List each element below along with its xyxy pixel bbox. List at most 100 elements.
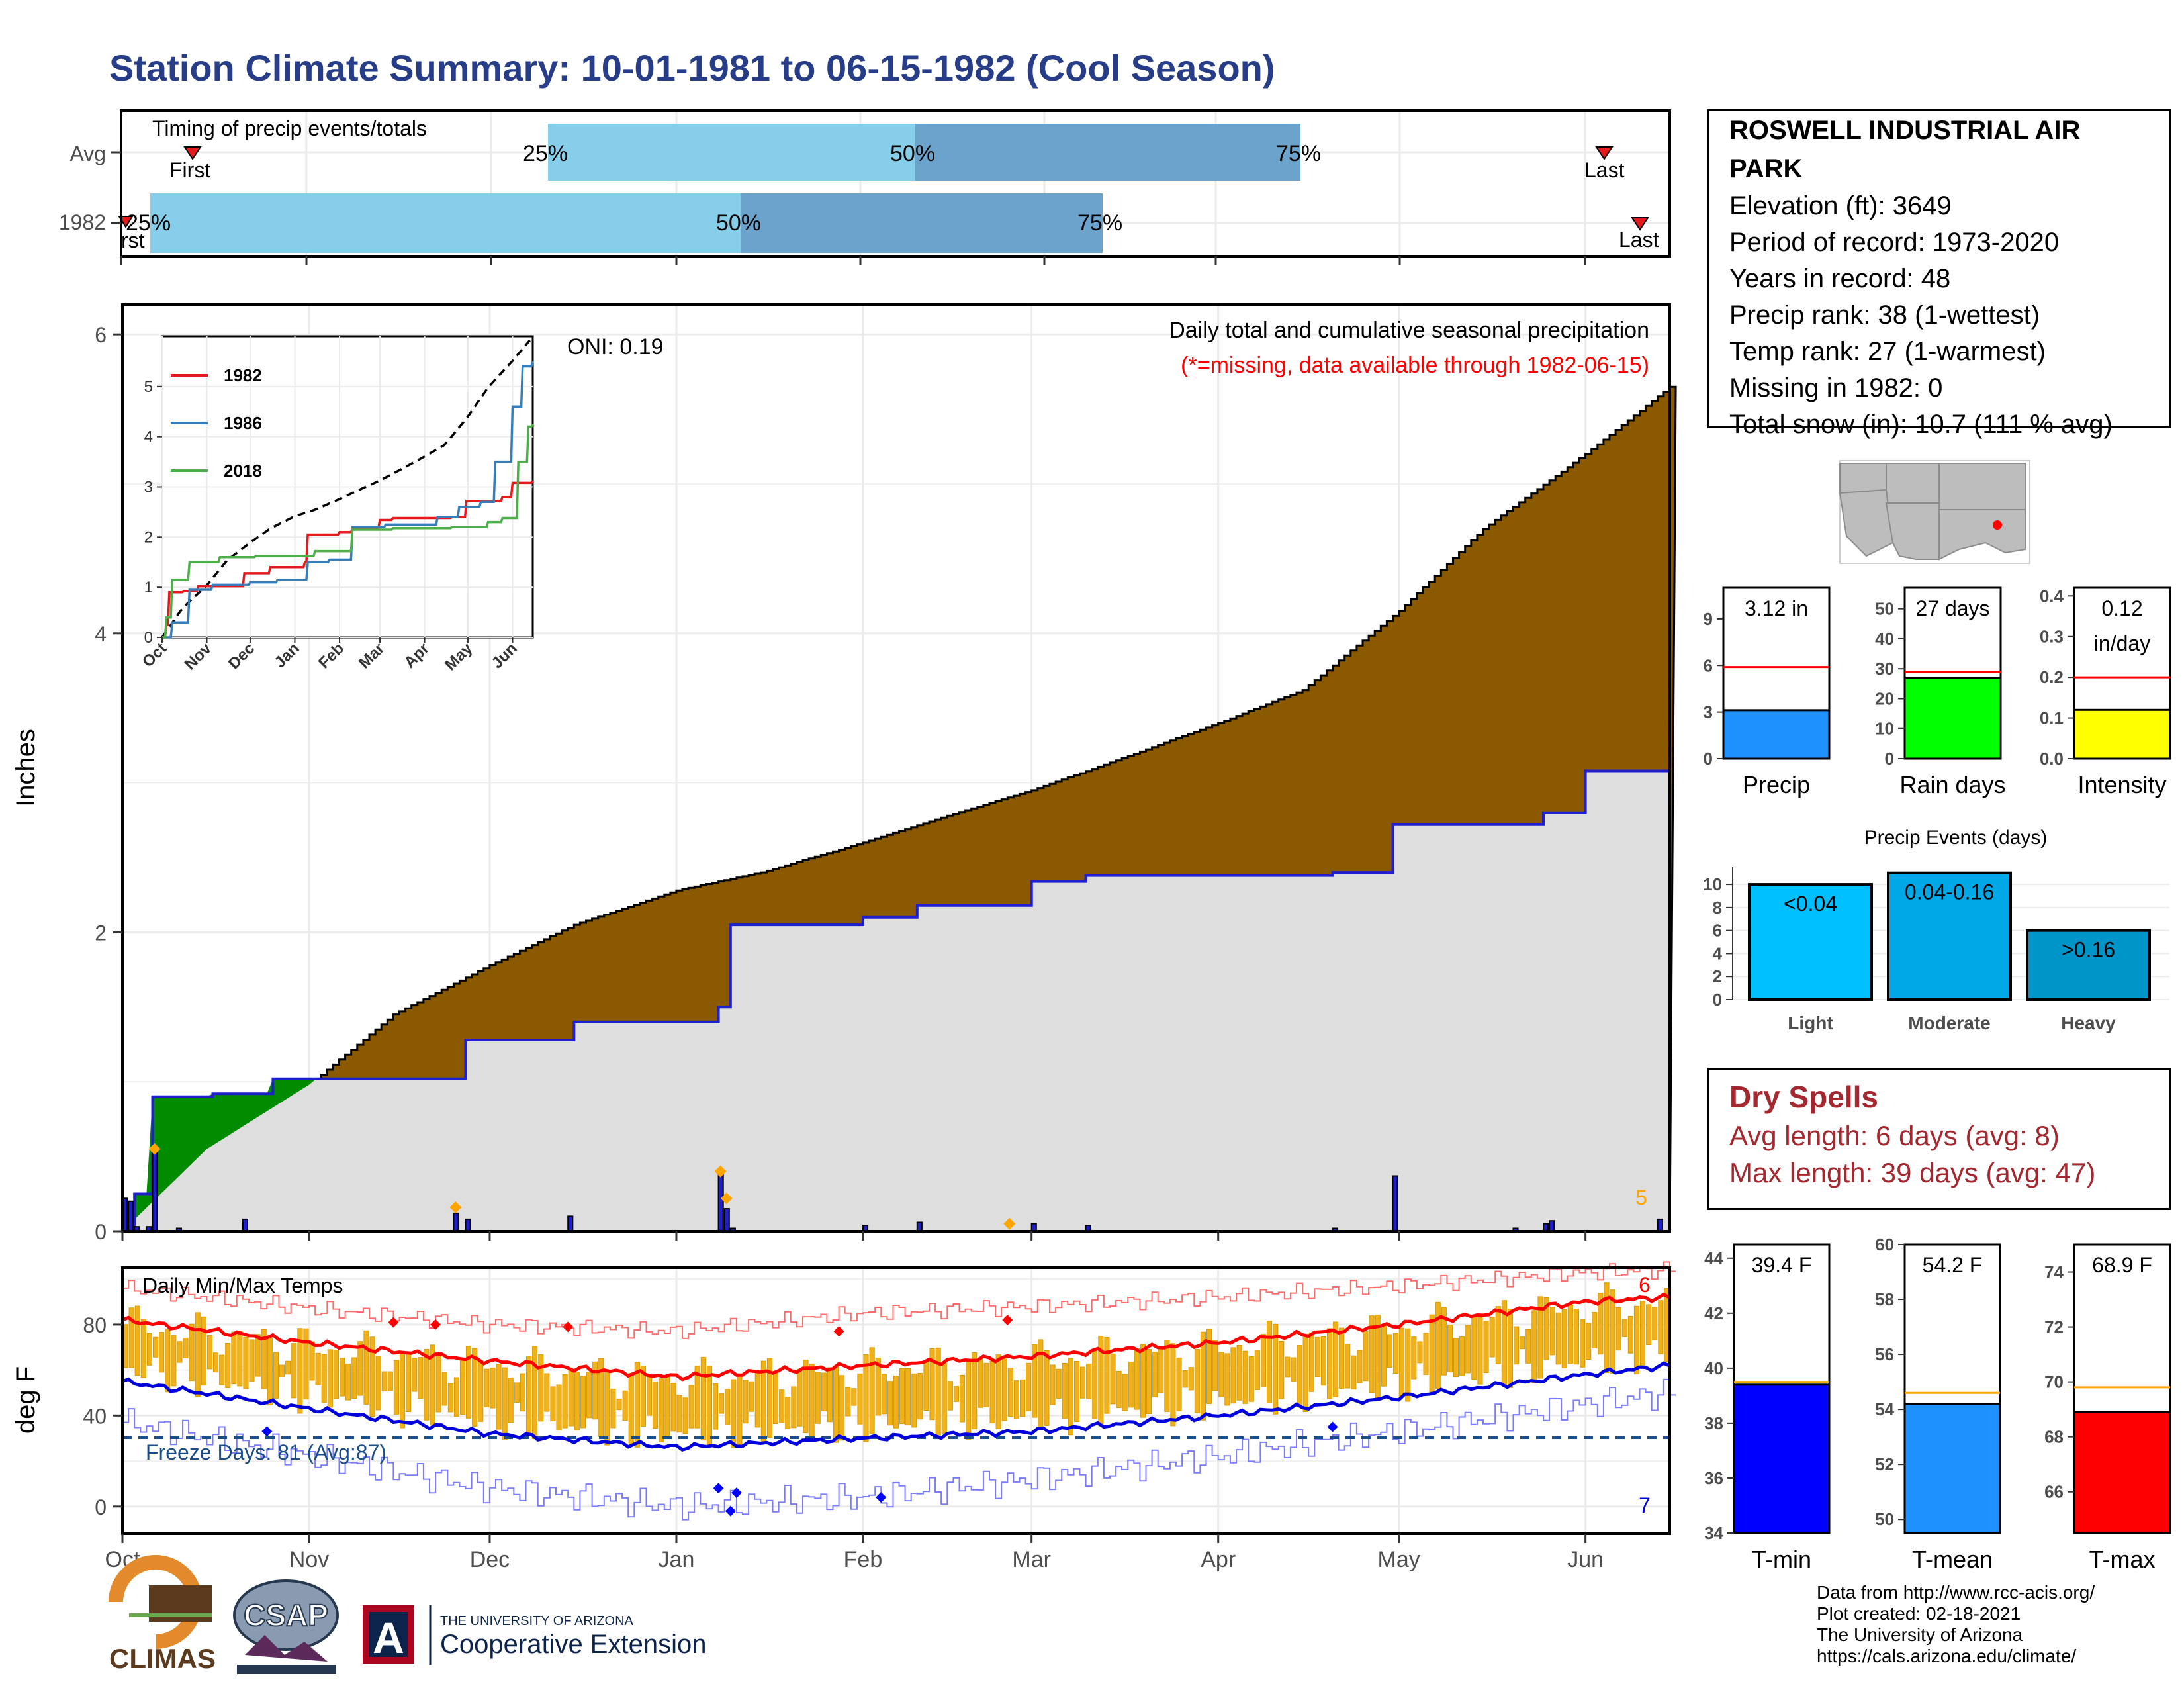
dry-spells-title: Dry Spells: [1729, 1080, 1878, 1114]
daily-temp-bar: [1652, 1307, 1658, 1340]
precip-events-bar: [1748, 883, 1873, 1001]
intensity: 0.0 0.1 0.2 0.3 0.4 0.12 in/day Intensity: [2040, 586, 2171, 798]
csap-logo: CSAP: [233, 1579, 339, 1674]
daily-temp-bar: [1423, 1333, 1429, 1375]
daily-temp-bar: [291, 1343, 297, 1399]
daily-temp-bar: [309, 1341, 315, 1381]
inset-ytick-label: 2: [144, 528, 153, 546]
temp-ytick-label: 0: [95, 1495, 107, 1519]
credits-line1: Data from http://www.rcc-acis.org/: [1817, 1582, 2095, 1603]
daily-temp-bar: [1248, 1356, 1254, 1402]
page-title: Station Climate Summary: 10-01-1981 to 0…: [109, 47, 1275, 89]
precip-ytick-label: 4: [95, 622, 107, 646]
daily-temp-bar: [526, 1356, 532, 1436]
daily-temp-bar: [447, 1383, 453, 1413]
daily-temp-bar: [177, 1341, 183, 1363]
t-mean-tick: 54: [1875, 1399, 1894, 1419]
daily-temp-bar: [1357, 1350, 1363, 1383]
daily-temp-bar: [688, 1385, 694, 1429]
t-min-tick: 38: [1704, 1413, 1723, 1433]
daily-temp-bar: [694, 1366, 700, 1429]
t-mean: 50 52 54 56 58 60 54.2 F T-mean: [1875, 1235, 2001, 1573]
month-tick-label: Jun: [1567, 1547, 1604, 1572]
daily-temp-bar: [562, 1374, 568, 1429]
daily-temp-bar: [911, 1373, 917, 1428]
daily-temp-bar: [592, 1361, 598, 1420]
daily-temp-bar: [1537, 1296, 1543, 1379]
intensity-label: Intensity: [2077, 771, 2166, 798]
daily-temp-bar: [1068, 1358, 1073, 1436]
daily-temp-bar: [128, 1307, 134, 1368]
t-mean-bar: [1903, 1403, 2001, 1534]
daily-temp-bar: [1152, 1352, 1158, 1397]
precip-total: 0 3 6 9 3.12 in Precip: [1704, 586, 1831, 798]
daily-temp-bar: [1640, 1301, 1646, 1368]
daily-temp-bar: [459, 1359, 466, 1415]
timing-year-bar-late: [741, 193, 1103, 253]
daily-temp-bar: [1026, 1362, 1032, 1411]
daily-temp-bar: [875, 1358, 881, 1416]
intensity-tick: 0.0: [2040, 749, 2064, 769]
daily-precip-bar: [453, 1212, 459, 1233]
timing-avg-75: 75%: [1276, 141, 1321, 166]
daily-temp-bar: [1116, 1371, 1122, 1408]
timing-year-first-label: rst: [121, 228, 145, 252]
daily-temp-bar: [478, 1360, 484, 1422]
daily-temp-bar: [869, 1347, 875, 1434]
daily-temp-bar: [1176, 1358, 1182, 1411]
intensity-value-label: 0.12: [2101, 596, 2142, 620]
daily-precip-bar: [717, 1174, 724, 1232]
timing-year-50: 50%: [716, 211, 761, 236]
daily-temp-bar: [1549, 1307, 1555, 1356]
timing-year-bar-early: [150, 193, 741, 253]
record-low-marker: [876, 1492, 887, 1503]
t-max-label: T-max: [2089, 1546, 2155, 1573]
daily-temp-bar: [1279, 1341, 1285, 1399]
rain-days-tick: 30: [1875, 659, 1894, 679]
daily-temp-bar: [496, 1364, 502, 1430]
daily-temp-bar: [273, 1352, 279, 1399]
daily-precip-bar: [1392, 1175, 1398, 1232]
daily-temp-bar: [568, 1368, 574, 1427]
precip-events-tick: 2: [1713, 966, 1722, 986]
station-location-marker: [1993, 520, 2002, 530]
precip-ytick-label: 2: [95, 921, 107, 945]
timing-panel: Timing of precip events/totals 25% 50% 7…: [59, 109, 1671, 265]
t-max-tick: 74: [2044, 1262, 2064, 1282]
daily-temp-bar: [1333, 1321, 1339, 1397]
temp-ylabel: deg F: [11, 1366, 40, 1434]
t-max-tick: 68: [2044, 1427, 2064, 1447]
daily-temp-bar: [400, 1351, 406, 1429]
daily-temp-bar: [1194, 1349, 1200, 1413]
t-min-label: T-min: [1752, 1546, 1811, 1573]
daily-temp-bar: [766, 1358, 773, 1438]
daily-temp-bar: [1320, 1336, 1327, 1386]
daily-temp-bar: [863, 1354, 869, 1442]
daily-precip-bar: [723, 1208, 730, 1232]
inset-series-2018-line: [162, 423, 534, 639]
intensity-tick: 0.1: [2040, 708, 2064, 728]
timing-avg-bar-early: [548, 124, 915, 181]
daily-temp-bar: [676, 1395, 682, 1433]
daily-temp-bar: [556, 1384, 562, 1430]
t-mean-tick: 58: [1875, 1289, 1894, 1309]
daily-temp-bar: [1273, 1323, 1279, 1415]
daily-temp-bar: [978, 1357, 983, 1408]
daily-temp-bar: [1146, 1349, 1152, 1414]
rain-days-tick: 20: [1875, 688, 1894, 708]
daily-temp-bar: [1381, 1325, 1387, 1387]
intensity-tick: 0.2: [2040, 667, 2064, 687]
precip-total-label: Precip: [1743, 771, 1810, 798]
timing-avg-bar-late: [915, 124, 1300, 181]
timing-year-last-marker: [1631, 217, 1649, 231]
precip-events-bar: [1887, 871, 2012, 1002]
daily-temp-bar: [779, 1389, 785, 1423]
precip-events-bar: [2026, 929, 2151, 1002]
daily-temp-bar: [610, 1388, 616, 1429]
daily-precip-bar: [152, 1148, 158, 1233]
daily-temp-bar: [165, 1329, 171, 1393]
daily-temp-bar: [1465, 1325, 1471, 1374]
freeze-days-label: Freeze Days: 81 (Avg:87): [146, 1440, 387, 1464]
precip-above-avg-area: [134, 1078, 316, 1220]
